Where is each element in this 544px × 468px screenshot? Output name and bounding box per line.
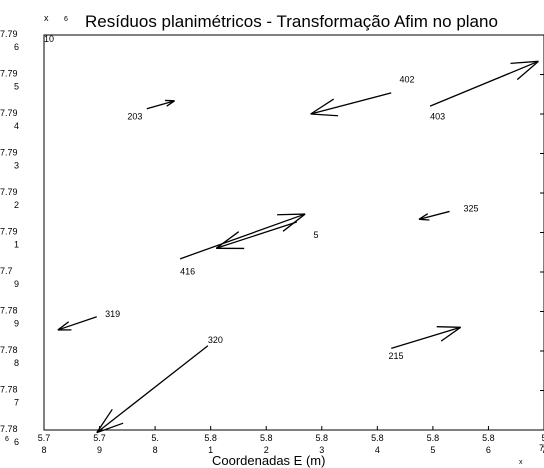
vector-shaft xyxy=(391,326,461,349)
x-tick-label: 5.7 xyxy=(38,433,51,443)
y-tick-label-suffix: 7 xyxy=(14,398,19,408)
residual-vector-319: 319 xyxy=(57,309,120,331)
residual-vector-402: 402 xyxy=(310,74,415,117)
y-axis: 7.7967.7957.7947.7937.7927.7917.797.7897… xyxy=(0,29,544,447)
residual-vector-5: 5 xyxy=(215,221,318,250)
x-tick-label: 5.8 xyxy=(371,433,384,443)
y-tick-label: 7.78 xyxy=(0,345,18,355)
y-tick-label-suffix: 6 xyxy=(14,437,19,447)
vector-arrowhead xyxy=(310,113,339,117)
y-tick-label: 7.7 xyxy=(0,266,13,276)
x-multiplier: x xyxy=(519,459,523,466)
residual-vector-325: 325 xyxy=(418,203,478,221)
x-tick-label: 5.8 xyxy=(260,433,273,443)
y-tick-label: 7.79 xyxy=(0,227,18,237)
x-tick-label: 5 xyxy=(541,433,544,443)
y-tick-label-suffix: 9 xyxy=(14,319,19,329)
point-label: 416 xyxy=(180,267,195,277)
y-tick-label-suffix: 9 xyxy=(14,279,19,289)
x-tick-label-suffix: 1 xyxy=(208,445,213,455)
vector-shaft xyxy=(418,210,450,220)
vector-arrowhead xyxy=(310,98,335,115)
y-tick-label: 7.79 xyxy=(0,108,18,118)
y-tick-label: 7.79 xyxy=(0,69,18,79)
point-label: 320 xyxy=(208,335,223,345)
x-tick-label-suffix: 3 xyxy=(319,445,324,455)
vector-arrowhead xyxy=(96,422,124,434)
residual-vectors: 203 402 403 5 416 325 319 320 215 xyxy=(57,60,539,434)
y-tick-label: 7.78 xyxy=(0,306,18,316)
vector-arrowhead xyxy=(277,213,306,216)
x-tick-label: 5.8 xyxy=(482,433,495,443)
x-tick-label: 5.8 xyxy=(204,433,217,443)
y-tick-label: 7.79 xyxy=(0,187,18,197)
point-label: 403 xyxy=(430,111,445,121)
x-multiplier-exp: 7 xyxy=(539,443,544,453)
x-tick-label-suffix: 8 xyxy=(41,445,46,455)
y-tick-label-suffix: 6 xyxy=(14,42,19,52)
y-tick-label: 7.79 xyxy=(0,148,18,158)
x-tick-label-suffix: 5 xyxy=(430,445,435,455)
point-label: 319 xyxy=(105,309,120,319)
y-tick-label-suffix: 3 xyxy=(14,161,19,171)
point-label: 5 xyxy=(313,230,318,240)
point-label: 325 xyxy=(463,203,478,213)
vector-arrowhead xyxy=(57,321,70,331)
x-tick-label-suffix: 8 xyxy=(153,445,158,455)
y-tick-label-suffix: 4 xyxy=(14,121,19,131)
y-tick-label-suffix: 2 xyxy=(14,200,19,210)
x-tick-label-suffix: 6 xyxy=(486,445,491,455)
y-multiplier: x xyxy=(44,13,49,23)
y-tick-label-suffix: 1 xyxy=(14,240,19,250)
vector-arrowhead xyxy=(166,100,175,107)
vector-shaft xyxy=(146,100,175,110)
point-label: 203 xyxy=(127,111,142,121)
vector-arrowhead xyxy=(418,218,430,221)
x-tick-label: 5. xyxy=(151,433,159,443)
vector-arrowhead xyxy=(436,326,461,328)
x-tick-label-suffix: 4 xyxy=(375,445,380,455)
x-tick-label: 5.8 xyxy=(427,433,440,443)
point-label: 402 xyxy=(400,74,415,84)
vector-arrowhead xyxy=(440,326,462,342)
y-tick-label: 7.78 xyxy=(0,385,18,395)
vector-arrowhead xyxy=(215,231,240,249)
vector-arrowhead xyxy=(96,408,113,433)
vector-shaft xyxy=(429,60,539,107)
plot-frame xyxy=(43,34,544,431)
residual-vector-403: 403 xyxy=(429,60,539,121)
vector-shaft xyxy=(310,92,392,115)
vector-shaft xyxy=(179,213,306,260)
residual-vector-320: 320 xyxy=(96,335,223,434)
residual-vector-203: 203 xyxy=(127,99,175,121)
x-tick-label: 5.7 xyxy=(93,433,106,443)
y-tick-label-suffix: 8 xyxy=(14,358,19,368)
chart-title: Resíduos planimétricos - Transformação A… xyxy=(85,12,498,31)
vector-arrowhead xyxy=(516,60,539,81)
y-tick-label: 7.78 xyxy=(0,424,18,434)
y-tick-label: 7.79 xyxy=(0,29,18,39)
vector-shaft xyxy=(57,316,97,331)
x-tick-label-suffix: 7 xyxy=(541,445,544,455)
x-tick-first-prefix: 6 xyxy=(5,436,9,443)
x-tick-label-suffix: 2 xyxy=(264,445,269,455)
residual-vector-416: 416 xyxy=(179,213,306,277)
vector-arrowhead xyxy=(282,213,306,232)
residual-vector-215: 215 xyxy=(388,326,462,361)
x-axis: 5.785.795.85.815.825.835.845.855.8657 xyxy=(38,426,544,455)
point-label: 215 xyxy=(388,351,403,361)
x-axis-label: Coordenadas E (m) xyxy=(212,453,325,468)
title-prefix-digit: 6 xyxy=(64,16,68,23)
y-multiplier-exp: 10 xyxy=(44,34,54,44)
vector-arrowhead xyxy=(418,213,429,220)
x-tick-label-suffix: 9 xyxy=(97,445,102,455)
vector-arrowhead xyxy=(510,60,539,64)
y-tick-label-suffix: 5 xyxy=(14,82,19,92)
x-tick-label: 5.8 xyxy=(316,433,329,443)
vector-shaft xyxy=(96,345,209,434)
vector-shaft xyxy=(216,221,297,249)
